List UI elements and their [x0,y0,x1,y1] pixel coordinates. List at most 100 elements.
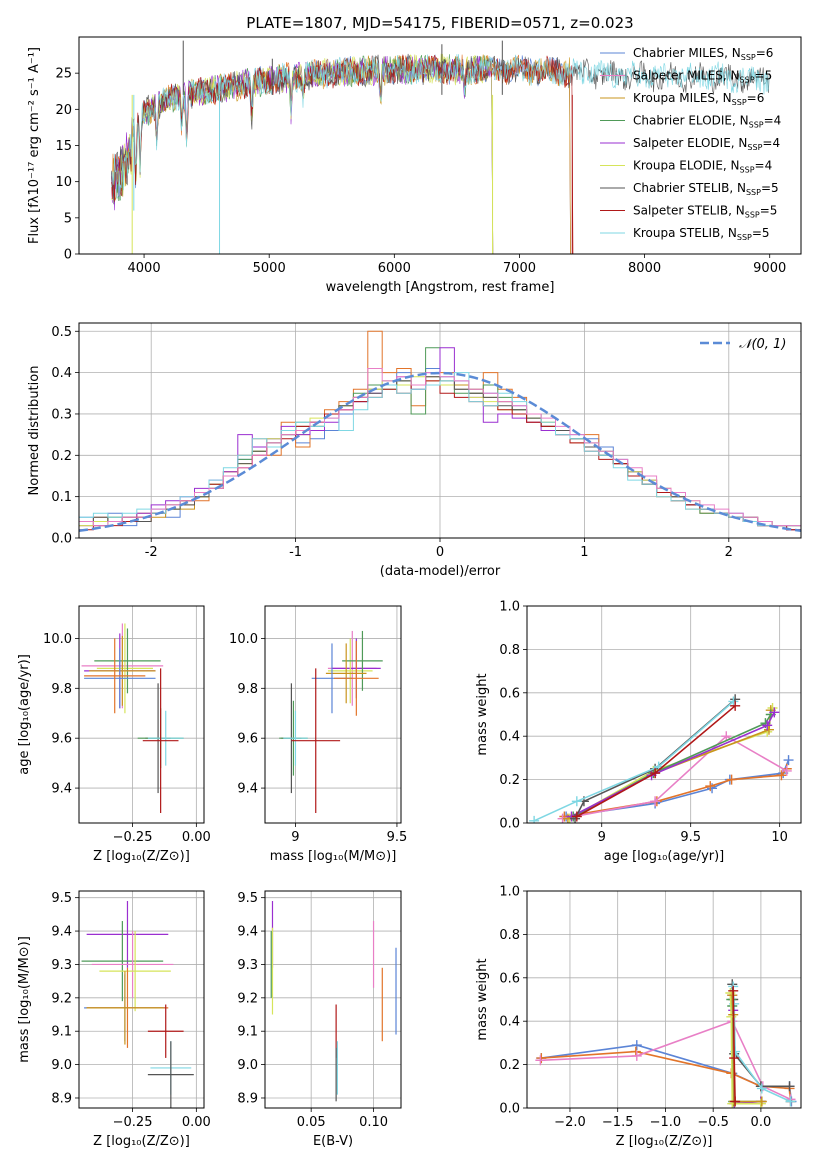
y-tick-label: 5 [64,211,72,226]
y-tick-label: 10.0 [229,632,258,647]
y-tick-label: 0.5 [51,325,72,340]
y-axis-label: mass [log₁₀(M/M⊙)] [17,936,32,1063]
y-tick-label: 0.0 [499,817,520,832]
y-axis-label: age [log₁₀(age/yr)] [17,654,32,775]
axes-frame [78,322,802,539]
weight-marker [705,781,716,792]
legend-label-sub: SSP [745,211,760,220]
y-tick-label: 0.4 [499,1015,520,1030]
y-tick-label: 0.3 [51,407,72,422]
chart-residuals: -2 -1 0 1 2 0.0 0.1 0.2 0.3 0.4 0.5 (data-model)/er… [27,322,802,579]
weight-series-line [571,711,776,818]
legend-label-sub: SSP [749,121,764,130]
axes-frame [264,605,402,824]
chart-massweight-vs-age: 9 9.5 10 0.0 0.2 0.4 0.6 0.8 1.0 age [log₁₀(age/y… [475,600,802,864]
legend-label-end: =4 [762,136,780,150]
legend-label-end: =6 [756,46,774,60]
x-tick-label: -1 [289,545,302,560]
y-axis-label: Flux [fλ10⁻¹⁷ erg cm⁻² s⁻¹ A⁻¹] [27,47,42,244]
x-axis-label: wavelength [Angstrom, rest frame] [326,280,555,295]
errorbar-points [81,623,184,814]
legend-label-text: Chabrier MILES, N [633,46,741,60]
legend-label-sub: SSP [746,188,761,197]
weight-marker [650,768,661,779]
x-tick-label: 5000 [253,261,286,276]
weight-marker [784,1081,795,1092]
weight-marker [726,774,737,785]
chart-massweight-vs-Z: −2.0 −1.5 −1.0 −0.5 0.0 0.0 0.2 0.4 0.6 0.8 1.0 Z [… [475,885,802,1149]
x-axis-label: (data-model)/error [380,564,501,579]
y-tick-label: 9.2 [51,991,72,1006]
legend-label: Chabrier ELODIE, NSSP=4 [633,114,781,130]
axes-frame [78,36,802,255]
y-tick-label: 9.6 [237,732,258,747]
spectrum-series-line [111,54,770,199]
legend-label-sub: SSP [741,53,756,62]
legend-label-text: Kroupa STELIB, N [633,226,737,240]
legend-label-end: =5 [752,226,770,240]
y-tick-label: 0.6 [499,971,520,986]
y-tick-label: 1.0 [499,600,520,615]
weight-series-line [731,995,761,1105]
y-tick-label: 9.4 [237,925,258,940]
y-tick-label: 9.5 [51,891,72,906]
errorbar-points [81,901,194,1108]
spectrum-series-line [111,54,574,254]
legend-label-end: =4 [755,159,773,173]
normal-curve [79,371,801,533]
x-tick-label: 9.5 [387,830,408,845]
weight-marker [570,813,581,823]
weight-marker [756,1096,767,1107]
legend-label: Chabrier STELIB, NSSP=5 [633,181,779,197]
weight-marker [571,796,582,807]
legend-label-end: =5 [760,204,778,218]
x-axis-label: Z [log₁₀(Z/Z⊙)] [616,1134,713,1149]
y-tick-label: 20 [55,103,72,118]
legend-label-text: Salpeter STELIB, N [633,204,745,218]
x-axis-label: Z [log₁₀(Z/Z⊙)] [93,849,190,864]
weight-marker [536,1053,547,1064]
weight-marker [727,990,738,1001]
legend-label: Kroupa ELODIE, NSSP=4 [633,159,772,175]
chart-age-vs-Z: −0.25 0.00 9.4 9.6 9.8 10.0 Z [log₁₀(Z/Z⊙)] age… [17,605,211,864]
legend-label-text: Chabrier ELODIE, N [633,114,749,128]
y-tick-label: 9.2 [237,991,258,1006]
x-tick-label: −0.5 [697,1115,729,1130]
errorbar-points [279,630,383,814]
legend-label: Salpeter ELODIE, NSSP=4 [633,136,780,152]
legend-label-end: =6 [747,91,765,105]
y-tick-label: 0.0 [499,1102,520,1117]
legend-label-sub: SSP [740,76,755,85]
weight-marker [728,696,739,707]
x-tick-label: 9.5 [680,830,701,845]
y-tick-label: 15 [55,139,72,154]
x-axis-label: Z [log₁₀(Z/Z⊙)] [93,1134,190,1149]
x-tick-label: 8000 [628,261,661,276]
weight-marker [783,755,794,766]
x-tick-label: 9 [291,830,299,845]
y-tick-label: 8.9 [237,1091,258,1106]
weight-marker [730,700,741,711]
y-tick-label: 0 [64,248,72,263]
x-tick-label: −1.0 [650,1115,682,1130]
x-tick-label: -2 [145,545,158,560]
y-tick-label: 9.4 [237,782,258,797]
legend-label-end: =5 [755,69,773,83]
y-tick-label: 9.8 [51,682,72,697]
weight-marker [631,1050,642,1061]
legend-label-sub: SSP [747,143,762,152]
y-tick-label: 9.6 [51,732,72,747]
y-tick-label: 0.0 [51,532,72,547]
weight-marker [769,707,780,718]
legend-label-sub: SSP [732,98,747,107]
x-axis-label: mass [log₁₀(M/M⊙)] [270,849,397,864]
y-tick-label: 9.4 [51,782,72,797]
y-tick-label: 0.4 [499,730,520,745]
legend-label-end: =4 [764,114,782,128]
weight-marker [571,811,582,822]
legend-label-text: Salpeter MILES, N [633,69,740,83]
x-tick-label: 7000 [503,261,536,276]
weight-marker [776,770,787,781]
chart-mass-vs-ebv: 0.05 0.10 8.9 9.0 9.1 9.2 9.3 9.4 9.5 E(B-V) [237,890,402,1149]
